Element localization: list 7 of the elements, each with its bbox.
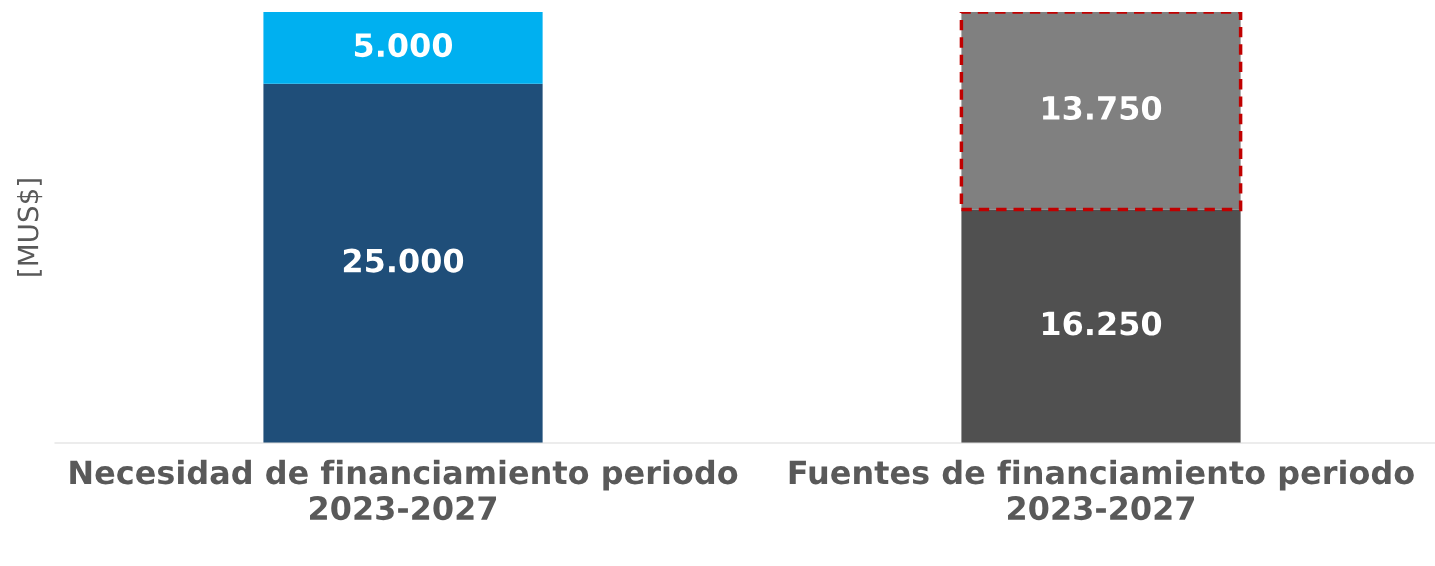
data-label: 13.750: [1042, 95, 1162, 121]
data-label: 5.000: [354, 33, 453, 58]
data-label: 16.250: [1042, 311, 1162, 336]
x-tick-label: Necesidad de financiamiento periodo 2023-2027: [70, 459, 738, 521]
y-axis-title: [MUS$]: [17, 179, 43, 276]
data-label: 25.000: [343, 248, 464, 273]
x-tick-label: Fuentes de financiamiento periodo 2023-2027: [789, 459, 1414, 521]
